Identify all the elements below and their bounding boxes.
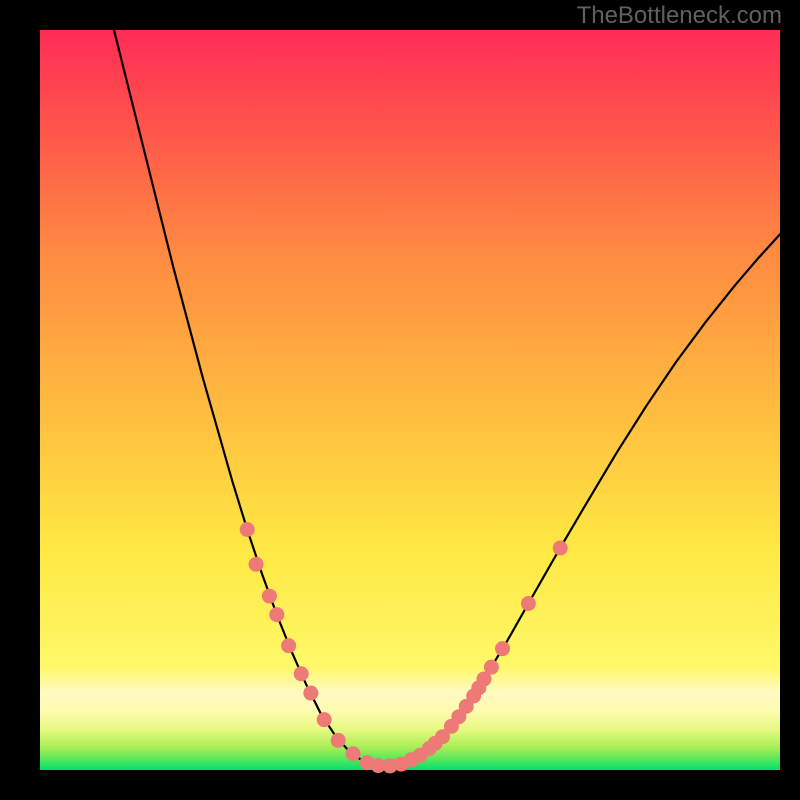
data-marker: [495, 641, 510, 656]
data-marker: [262, 589, 277, 604]
data-marker: [240, 522, 255, 537]
marker-group: [240, 522, 568, 773]
bottleneck-curve: [114, 30, 780, 766]
data-marker: [294, 666, 309, 681]
chart-stage: TheBottleneck.com: [0, 0, 800, 800]
data-marker: [331, 733, 346, 748]
plot-area: [40, 30, 780, 770]
curve-layer: [40, 30, 780, 770]
data-marker: [249, 557, 264, 572]
data-marker: [317, 712, 332, 727]
data-marker: [521, 596, 536, 611]
data-marker: [346, 746, 361, 761]
data-marker: [281, 638, 296, 653]
data-marker: [553, 541, 568, 556]
data-marker: [484, 660, 499, 675]
watermark-text: TheBottleneck.com: [577, 2, 782, 30]
data-marker: [269, 607, 284, 622]
data-marker: [303, 686, 318, 701]
